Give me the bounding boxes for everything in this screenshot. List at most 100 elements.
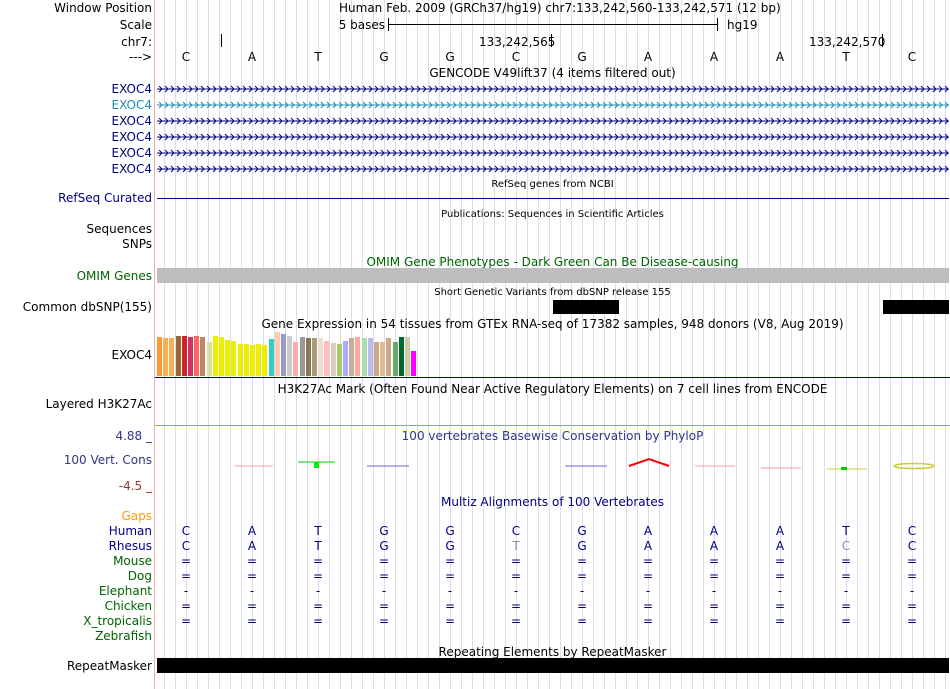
- gtex-tissue-bar[interactable]: [367, 338, 373, 376]
- gtex-tissue-bar[interactable]: [380, 342, 386, 376]
- publications-title[interactable]: Publications: Sequences in Scientific Ar…: [441, 209, 664, 220]
- gtex-tissue-bar[interactable]: [398, 337, 404, 376]
- gtex-tissue-bar[interactable]: [169, 338, 175, 376]
- gtex-tissue-bar[interactable]: [219, 337, 224, 376]
- gtex-tissue-bar[interactable]: [374, 342, 379, 376]
- gencode-item-gene[interactable]: [155, 132, 950, 142]
- gencode-item-label[interactable]: EXOC4: [111, 146, 153, 160]
- multiz-species-label[interactable]: Zebrafish: [95, 629, 152, 643]
- dbsnp-label[interactable]: Common dbSNP(155): [22, 300, 152, 314]
- gtex-tissue-bar[interactable]: [405, 337, 410, 376]
- gtex-tissue-bar[interactable]: [206, 342, 212, 376]
- gtex-title[interactable]: Gene Expression in 54 tissues from GTEx …: [261, 317, 844, 331]
- gtex-tissue-bar[interactable]: [392, 342, 398, 376]
- multiz-base: T: [314, 524, 322, 538]
- gtex-tissue-bar[interactable]: [324, 341, 330, 376]
- dbsnp-title[interactable]: Short Genetic Variants from dbSNP releas…: [434, 287, 671, 298]
- gencode-item-gene[interactable]: [155, 148, 950, 158]
- omim-block[interactable]: [157, 268, 949, 283]
- gtex-tissue-bar[interactable]: [305, 338, 311, 376]
- gencode-item-gene[interactable]: [155, 116, 950, 126]
- dbsnp-variant[interactable]: [883, 300, 949, 314]
- publications-snps-label[interactable]: SNPs: [122, 237, 152, 251]
- phylop-label[interactable]: 100 Vert. Cons: [63, 453, 152, 467]
- gtex-tissue-bar[interactable]: [336, 344, 342, 376]
- gencode-item-label[interactable]: EXOC4: [111, 162, 153, 176]
- gridline: [505, 0, 506, 689]
- multiz-gaps-label[interactable]: Gaps: [121, 509, 152, 523]
- gtex-tissue-bar[interactable]: [262, 345, 268, 376]
- gtex-tissue-bar[interactable]: [318, 338, 324, 376]
- gtex-tissue-bar[interactable]: [250, 345, 255, 376]
- multiz-base: =: [576, 569, 588, 583]
- gtex-tissue-bar[interactable]: [212, 336, 218, 376]
- gtex-tissue-bar[interactable]: [268, 339, 274, 376]
- gtex-tissue-bar[interactable]: [361, 338, 367, 376]
- gencode-item-gene[interactable]: [155, 100, 950, 110]
- omim-label[interactable]: OMIM Genes: [76, 269, 152, 283]
- gtex-tissue-bar[interactable]: [256, 344, 262, 376]
- gtex-label[interactable]: EXOC4: [111, 348, 153, 362]
- gtex-tissue-bar[interactable]: [312, 338, 317, 376]
- gtex-tissue-bar[interactable]: [175, 336, 181, 376]
- gtex-tissue-bar[interactable]: [287, 336, 293, 376]
- publications-sequences-label[interactable]: Sequences: [86, 222, 152, 236]
- omim-title[interactable]: OMIM Gene Phenotypes - Dark Green Can Be…: [366, 255, 739, 269]
- repeatmasker-block[interactable]: [157, 658, 949, 673]
- multiz-species-label[interactable]: Dog: [127, 569, 152, 583]
- gencode-item-label[interactable]: EXOC4: [111, 82, 153, 96]
- multiz-base: =: [180, 614, 192, 628]
- repeatmasker-label[interactable]: RepeatMasker: [66, 659, 152, 673]
- gtex-tissue-bar[interactable]: [411, 351, 417, 376]
- multiz-base: -: [513, 584, 519, 598]
- window-position-value[interactable]: Human Feb. 2009 (GRCh37/hg19) chr7:133,2…: [339, 1, 781, 15]
- phylop-min: -4.5 _: [118, 479, 152, 493]
- gtex-tissue-bar[interactable]: [243, 344, 249, 376]
- gtex-tissue-bar[interactable]: [349, 338, 355, 376]
- gtex-tissue-bar[interactable]: [200, 337, 206, 376]
- multiz-species-label[interactable]: Human: [108, 524, 152, 538]
- gtex-tissue-bar[interactable]: [157, 337, 162, 376]
- gtex-tissue-bar[interactable]: [343, 341, 348, 376]
- gtex-tissue-bar[interactable]: [181, 336, 187, 376]
- refseq-gene-line[interactable]: [157, 198, 949, 199]
- gencode-item-gene[interactable]: [155, 84, 950, 94]
- gencode-item-label[interactable]: EXOC4: [111, 114, 153, 128]
- gencode-item-label[interactable]: EXOC4: [111, 98, 153, 112]
- h3k27ac-title[interactable]: H3K27Ac Mark (Often Found Near Active Re…: [277, 382, 828, 396]
- phylop-title[interactable]: 100 vertebrates Basewise Conservation by…: [401, 429, 704, 443]
- gtex-tissue-bar[interactable]: [163, 338, 169, 376]
- multiz-species-label[interactable]: Chicken: [104, 599, 152, 613]
- gtex-tissue-bar[interactable]: [237, 344, 243, 376]
- multiz-base: =: [510, 614, 522, 628]
- gtex-tissue-bar[interactable]: [330, 343, 336, 376]
- gtex-tissue-bar[interactable]: [188, 337, 193, 376]
- h3k27ac-label[interactable]: Layered H3K27Ac: [45, 397, 152, 411]
- refseq-title[interactable]: RefSeq genes from NCBI: [491, 179, 614, 190]
- base-letter: A: [247, 50, 257, 64]
- gtex-tissue-bar[interactable]: [225, 340, 231, 376]
- gencode-item-label[interactable]: EXOC4: [111, 130, 153, 144]
- multiz-base: =: [576, 614, 588, 628]
- gtex-tissue-bar[interactable]: [281, 334, 286, 376]
- gtex-tissue-bar[interactable]: [274, 332, 280, 376]
- gtex-tissue-bar[interactable]: [386, 338, 392, 376]
- gtex-tissue-bar[interactable]: [231, 341, 237, 376]
- multiz-base: =: [642, 569, 654, 583]
- multiz-species-label[interactable]: Mouse: [113, 554, 152, 568]
- gtex-tissue-bar[interactable]: [355, 337, 361, 376]
- gtex-tissue-bar[interactable]: [299, 337, 305, 376]
- repeatmasker-title[interactable]: Repeating Elements by RepeatMasker: [438, 645, 667, 659]
- gtex-tissue-bar[interactable]: [194, 336, 200, 376]
- gtex-tissue-bar[interactable]: [293, 342, 299, 376]
- refseq-label[interactable]: RefSeq Curated: [58, 191, 152, 205]
- multiz-base: =: [840, 569, 852, 583]
- multiz-base: G: [577, 524, 587, 538]
- gencode-item-gene[interactable]: [155, 164, 950, 174]
- multiz-species-label[interactable]: Rhesus: [108, 539, 152, 553]
- dbsnp-variant[interactable]: [553, 300, 619, 314]
- multiz-species-label[interactable]: Elephant: [98, 584, 152, 598]
- multiz-species-label[interactable]: X_tropicalis: [83, 614, 152, 628]
- gencode-title[interactable]: GENCODE V49lift37 (4 items filtered out): [429, 66, 676, 80]
- multiz-title[interactable]: Multiz Alignments of 100 Vertebrates: [440, 495, 665, 509]
